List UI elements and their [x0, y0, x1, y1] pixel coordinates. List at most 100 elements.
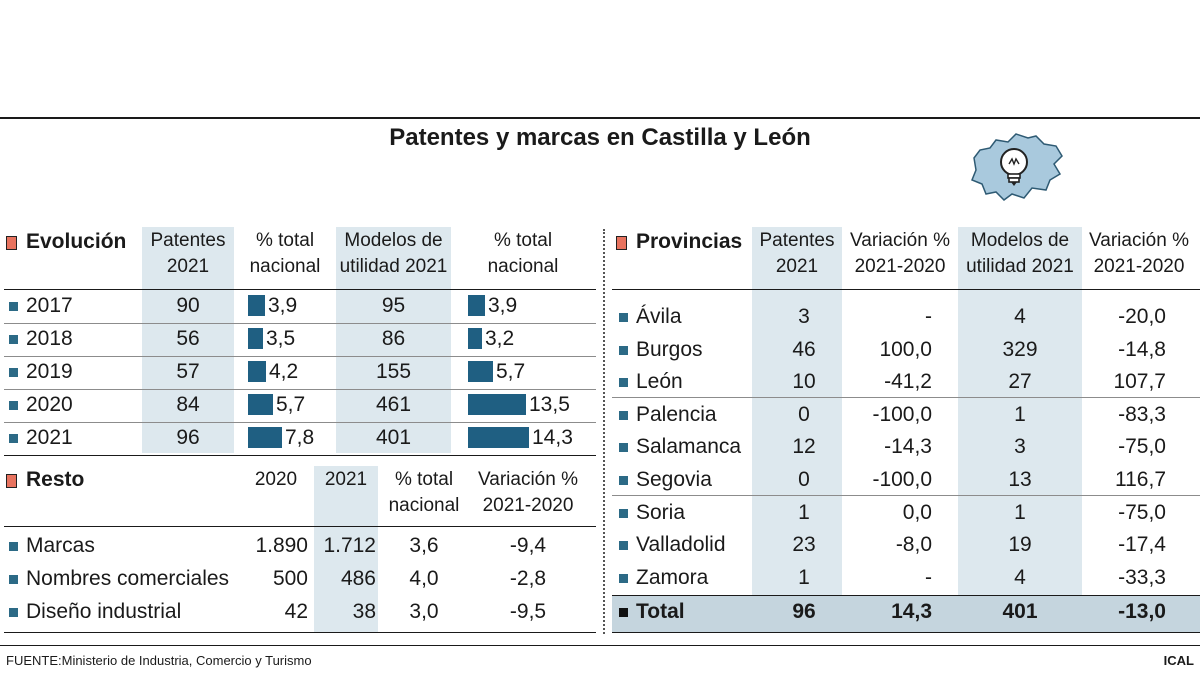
- evol-row-rule-1: [4, 323, 596, 324]
- evol-pct-mod-label: 3,2: [485, 327, 515, 350]
- evol-row-rule-2: [4, 356, 596, 357]
- evol-patentes-value: 96: [176, 426, 200, 449]
- evol-pct-pat-label: 5,7: [276, 393, 306, 416]
- resto-variacion-value: -9,4: [509, 534, 547, 557]
- evol-bottom-rule: [4, 455, 596, 456]
- total-modelos-value: 401: [1002, 600, 1038, 623]
- resto-header-2020: 2020: [254, 469, 298, 490]
- prov-modelos-value: 4: [1014, 566, 1026, 589]
- prov-bottom-rule: [612, 632, 1200, 633]
- resto-row-label: Nombres comerciales: [26, 567, 230, 590]
- evolucion-section-title: Evolución: [26, 230, 127, 253]
- evol-modelos-value: 155: [375, 360, 412, 383]
- evol-year-label: 2018: [26, 327, 73, 350]
- prov-modelos-value: 3: [1014, 435, 1026, 458]
- total-label: Total: [636, 600, 685, 623]
- castilla-leon-map-lightbulb-icon: [971, 133, 1063, 201]
- prov-name-label: Palencia: [636, 403, 717, 426]
- evolucion-section-marker: [6, 236, 17, 250]
- evol-pct-pat-bar: [248, 328, 263, 349]
- resto-row-bullet: [9, 575, 18, 584]
- evol-pct-pat-bar: [248, 295, 265, 316]
- prov-total-rule: [612, 595, 1200, 596]
- resto-2020-value: 500: [272, 567, 308, 590]
- prov-patentes-value: 0: [798, 403, 810, 426]
- evol-header-pct-mod: % total nacional: [487, 230, 559, 277]
- evol-pct-mod-bar: [468, 361, 493, 382]
- prov-var-pat-value: -: [925, 305, 932, 328]
- prov-header-var-pat: Variación % 2021-2020: [850, 230, 950, 277]
- prov-var-pat-value: -100,0: [872, 403, 932, 426]
- evol-year-label: 2021: [26, 426, 73, 449]
- credit-label: ICAL: [1163, 653, 1194, 668]
- evol-pct-pat-bar: [248, 427, 282, 448]
- prov-name-label: Segovia: [636, 468, 712, 491]
- prov-var-pat-value: 100,0: [879, 338, 932, 361]
- resto-section-title: Resto: [26, 468, 85, 491]
- prov-var-mod-value: -75,0: [1118, 501, 1166, 524]
- shade-modelos-column: [336, 227, 451, 453]
- resto-row-label: Marcas: [26, 534, 95, 557]
- evol-pct-mod-bar: [468, 328, 482, 349]
- prov-row-bullet: [619, 378, 628, 387]
- total-var-mod-value: -13,0: [1118, 600, 1166, 623]
- prov-var-mod-value: -17,4: [1118, 533, 1166, 556]
- resto-variacion-value: -9,5: [509, 600, 547, 623]
- prov-var-mod-value: 116,7: [1115, 468, 1166, 491]
- evol-row-bullet: [9, 401, 18, 410]
- evol-row-bullet: [9, 335, 18, 344]
- evol-pct-mod-bar: [468, 394, 526, 415]
- prov-row-bullet: [619, 541, 628, 550]
- prov-header-patentes: Patentes 2021: [759, 230, 835, 277]
- evol-row-rule-3: [4, 389, 596, 390]
- evol-pct-pat-label: 4,2: [269, 360, 299, 383]
- resto-2021-value: 1.712: [323, 534, 376, 557]
- prov-row-bullet: [619, 443, 628, 452]
- prov-row-bullet: [619, 476, 628, 485]
- prov-header-var-mod: Variación % 2021-2020: [1089, 230, 1189, 277]
- evol-header-modelos: Modelos de utilidad 2021: [339, 230, 448, 277]
- resto-pct-value: 4,0: [409, 567, 439, 590]
- prov-patentes-value: 0: [798, 468, 810, 491]
- prov-name-label: Ávila: [636, 305, 682, 328]
- evol-modelos-value: 95: [381, 294, 406, 317]
- resto-row-label: Diseño industrial: [26, 600, 182, 623]
- prov-row-bullet: [619, 509, 628, 518]
- evol-year-label: 2017: [26, 294, 73, 317]
- prov-var-pat-value: -100,0: [872, 468, 932, 491]
- resto-bottom-rule: [4, 632, 596, 633]
- prov-var-mod-value: -33,3: [1118, 566, 1166, 589]
- evol-pct-mod-label: 5,7: [496, 360, 526, 383]
- resto-pct-value: 3,0: [409, 600, 439, 623]
- prov-row-bullet: [619, 574, 628, 583]
- prov-header-rule: [612, 289, 1200, 290]
- prov-modelos-value: 329: [1002, 338, 1038, 361]
- prov-name-label: León: [636, 370, 683, 393]
- prov-var-mod-value: -83,3: [1118, 403, 1166, 426]
- evol-pct-pat-label: 3,5: [266, 327, 296, 350]
- evol-row-bullet: [9, 302, 18, 311]
- prov-name-label: Valladolid: [636, 533, 726, 556]
- panel-divider: [603, 229, 605, 634]
- evol-patentes-value: 90: [176, 294, 200, 317]
- resto-2020-value: 1.890: [255, 534, 308, 557]
- resto-row-bullet: [9, 608, 18, 617]
- prov-patentes-value: 1: [798, 501, 810, 524]
- evol-row-bullet: [9, 368, 18, 377]
- prov-modelos-value: 1: [1014, 403, 1026, 426]
- prov-modelos-value: 1: [1014, 501, 1026, 524]
- prov-var-pat-value: -41,2: [884, 370, 932, 393]
- prov-name-label: Salamanca: [636, 435, 742, 458]
- evol-modelos-value: 401: [375, 426, 412, 449]
- resto-header-rule: [4, 526, 596, 527]
- evol-pct-pat-bar: [248, 394, 273, 415]
- shade-patentes-column: [142, 227, 234, 453]
- prov-modelos-value: 27: [1008, 370, 1032, 393]
- evol-row-rule-4: [4, 422, 596, 423]
- evol-modelos-value: 86: [381, 327, 406, 350]
- evol-header-rule: [4, 289, 596, 290]
- total-patentes-value: 96: [792, 600, 816, 623]
- infographic-title: Patentes y marcas en Castilla y León: [389, 124, 811, 151]
- prov-name-label: Zamora: [636, 566, 709, 589]
- prov-modelos-value: 13: [1008, 468, 1032, 491]
